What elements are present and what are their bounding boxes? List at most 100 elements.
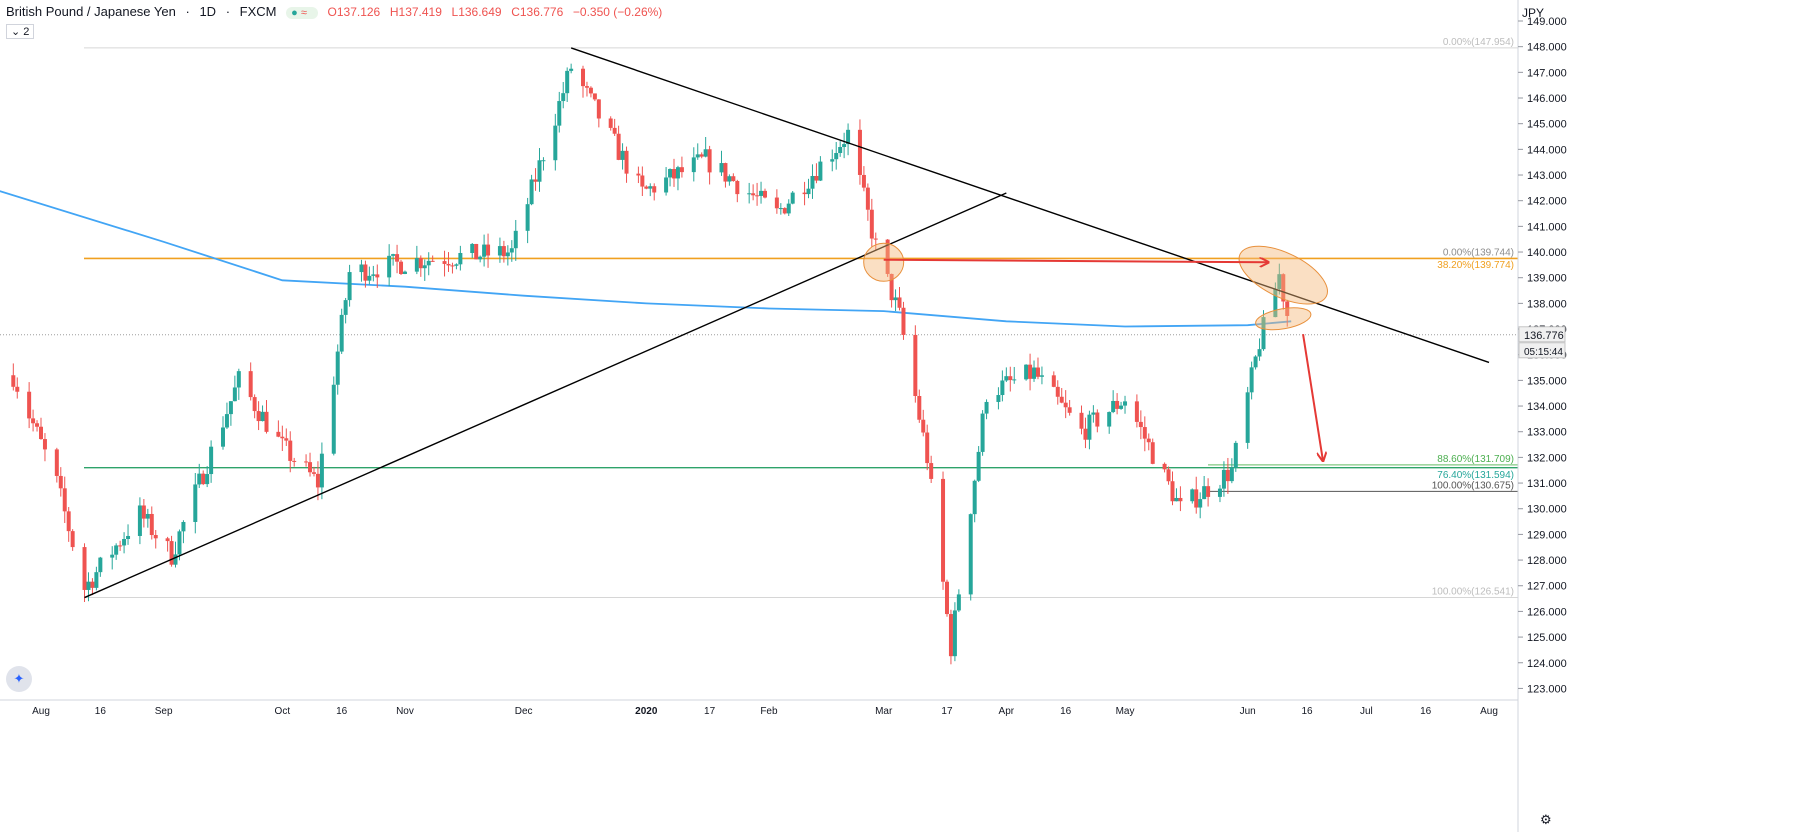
- candle-bearish: [446, 263, 451, 266]
- candle-bearish: [276, 431, 281, 437]
- candle-bullish: [1229, 467, 1234, 482]
- candle-bullish: [1245, 392, 1250, 443]
- candle-bullish: [509, 248, 514, 253]
- change-value: −0.350 (−0.26%): [572, 5, 663, 19]
- candle-bullish: [1277, 274, 1282, 289]
- time-axis[interactable]: Aug 16 Sep Oct 16 Nov Dec 2020 17 Feb Mar 17 Apr 16 Ma…: [0, 699, 1518, 717]
- candle-bearish: [153, 535, 158, 539]
- fib-label: 0.00%(139.744): [1443, 248, 1514, 259]
- candle-bullish: [228, 401, 233, 415]
- candle-bearish: [1150, 442, 1155, 464]
- candle-bullish: [1000, 380, 1005, 396]
- time-tick-label: Jul: [1360, 706, 1373, 717]
- candle-bearish: [15, 386, 20, 392]
- candle-bullish: [454, 264, 459, 266]
- candle-bullish: [319, 453, 324, 488]
- candle-bearish: [256, 411, 261, 422]
- candle-bearish: [1285, 301, 1290, 316]
- price-tick-label: 138.000: [1527, 298, 1567, 310]
- candle-bearish: [592, 93, 597, 100]
- candle-bullish: [177, 531, 182, 555]
- price-tick-label: 124.000: [1527, 658, 1567, 670]
- candle-bearish: [363, 264, 368, 281]
- candle-bullish: [173, 554, 178, 565]
- candle-bearish: [31, 418, 36, 424]
- price-tick-label: 145.000: [1527, 119, 1567, 131]
- candle-bearish: [636, 173, 641, 176]
- symbol-name[interactable]: British Pound / Japanese Yen: [6, 4, 176, 19]
- market-status-badge: ● ≈: [286, 7, 318, 19]
- candle-bullish: [952, 610, 957, 657]
- candle-bullish: [1261, 317, 1266, 350]
- candle-bullish: [830, 159, 835, 162]
- collapse-toggle[interactable]: ⌄ 2: [6, 24, 35, 39]
- candle-bullish: [224, 414, 229, 428]
- candle-bullish: [675, 167, 680, 179]
- candle-bearish: [865, 187, 870, 210]
- candle-bearish: [1083, 428, 1088, 440]
- candle-bearish: [395, 254, 400, 262]
- candle-bullish: [1087, 414, 1092, 440]
- candle-bearish: [1055, 386, 1060, 397]
- candle-bullish: [691, 157, 696, 173]
- candle-bearish: [399, 261, 404, 274]
- tradingview-logo-icon[interactable]: ✦: [6, 666, 32, 692]
- candle-bullish: [838, 146, 843, 154]
- candle-bullish: [1190, 489, 1195, 502]
- candle-bearish: [42, 439, 47, 450]
- candle-bullish: [359, 264, 364, 273]
- candle-bullish: [426, 260, 431, 266]
- candle-bearish: [901, 307, 906, 335]
- candle-bearish: [672, 169, 677, 179]
- candle-bearish: [264, 411, 269, 432]
- candle-bullish: [790, 192, 795, 204]
- candle-bearish: [474, 243, 479, 260]
- candle-bearish: [533, 179, 538, 182]
- candle-bearish: [624, 150, 629, 174]
- candle-bullish: [778, 208, 783, 210]
- candle-bullish: [537, 160, 542, 182]
- candle-bearish: [90, 581, 95, 588]
- fib-labels: 0.00%(147.954) 100.00%(126.541) 0.00%(139.…: [1432, 37, 1514, 598]
- time-tick-label: Oct: [275, 706, 291, 717]
- candle-bearish: [913, 334, 918, 396]
- candle-bearish: [201, 473, 206, 485]
- candle-bullish: [98, 557, 103, 573]
- candle-bearish: [450, 265, 455, 267]
- time-tick-label: Apr: [999, 706, 1015, 717]
- price-tick-label: 134.000: [1527, 401, 1567, 413]
- time-tick-label: Aug: [1480, 706, 1498, 717]
- candle-bullish: [110, 554, 115, 558]
- candle-bullish: [387, 255, 392, 278]
- settings-gear-icon[interactable]: ⚙: [1540, 812, 1552, 827]
- candle-bearish: [418, 258, 423, 269]
- time-tick-label: Sep: [155, 706, 173, 717]
- candle-bullish: [996, 395, 1001, 402]
- candle-bullish: [1249, 367, 1254, 393]
- price-axis[interactable]: 123.000 124.000 125.000 126.000 127.000 128.0…: [1517, 0, 1567, 832]
- price-tick-label: 125.000: [1527, 632, 1567, 644]
- candle-bearish: [802, 192, 807, 195]
- candle-bearish: [1166, 469, 1171, 482]
- candle-bearish: [889, 273, 894, 301]
- candle-bearish: [169, 541, 174, 565]
- candle-bearish: [782, 208, 787, 214]
- candle-bullish: [181, 521, 186, 532]
- candle-bullish: [810, 175, 815, 189]
- candle-bearish: [292, 460, 297, 462]
- candle-bearish: [652, 186, 657, 193]
- candle-bearish: [288, 440, 293, 461]
- fib-label: 100.00%(126.541): [1432, 587, 1514, 598]
- candle-bullish: [391, 254, 396, 256]
- candle-bullish: [786, 203, 791, 214]
- price-tick-label: 123.000: [1527, 683, 1567, 695]
- candle-bullish: [893, 297, 898, 301]
- candle-bearish: [869, 209, 874, 239]
- time-tick-label: 17: [704, 706, 716, 717]
- last-price-box: [1518, 326, 1566, 343]
- candle-bearish: [486, 244, 491, 256]
- interval-label[interactable]: 1D: [199, 4, 217, 19]
- candle-bearish: [616, 133, 621, 160]
- candle-bullish: [561, 93, 566, 102]
